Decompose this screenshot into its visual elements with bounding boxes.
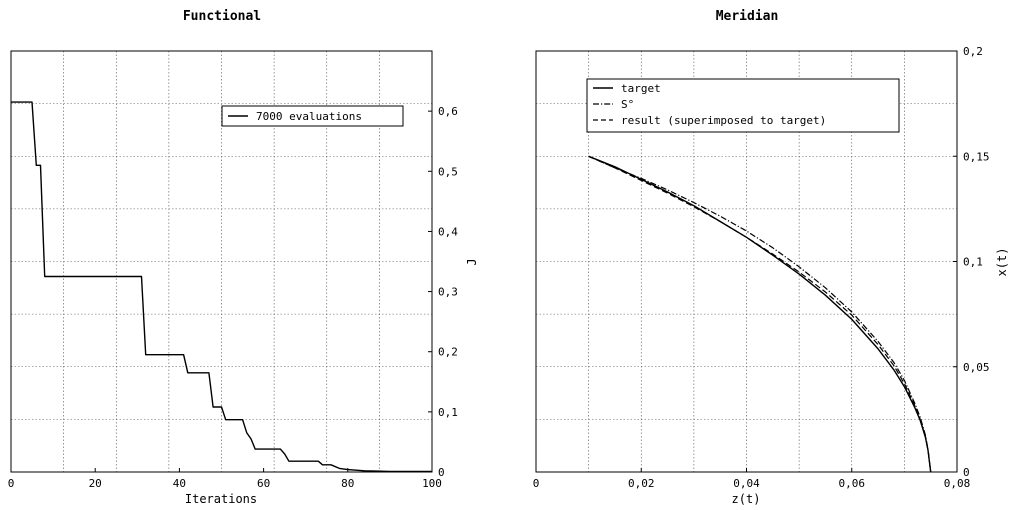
functional-series-layer <box>11 101 432 473</box>
meridian-ytick-label: 0,15 <box>963 150 990 163</box>
functional-ytick-label: 0,2 <box>438 346 458 359</box>
functional-ylabel: J <box>465 258 479 265</box>
functional-legend-box <box>221 105 404 127</box>
meridian-series-line-3 <box>588 155 932 473</box>
functional-plot-frame <box>10 50 433 473</box>
meridian-legend: target S° result (superimposed to target… <box>586 78 900 133</box>
functional-xtick-label: 60 <box>257 477 270 490</box>
meridian-xtick-label: 0,06 <box>839 477 866 490</box>
meridian-series-layer <box>588 155 932 473</box>
meridian-legend-box <box>586 78 900 133</box>
meridian-ytick-label: 0 <box>963 466 970 479</box>
functional-ytick-label: 0,3 <box>438 286 458 299</box>
functional-xlabel: Iterations <box>185 492 257 506</box>
meridian-chart: Meridian 0 0,02 0,04 0,06 0,0800,050,10,150,… <box>533 9 1009 506</box>
functional-ytick-label: 0,6 <box>438 105 458 118</box>
meridian-xtick-label: 0,04 <box>733 477 760 490</box>
functional-ytick-label: 0,4 <box>438 225 458 238</box>
meridian-ytick-label: 0,2 <box>963 45 983 58</box>
meridian-legend-label-target: target <box>621 82 661 95</box>
functional-ytick-label: 0 <box>438 466 445 479</box>
functional-legend: 7000 evaluations <box>221 105 404 127</box>
meridian-ylabel: x(t) <box>995 248 1009 277</box>
functional-title: Functional <box>183 9 261 24</box>
functional-xtick-label: 40 <box>173 477 186 490</box>
meridian-xlabel: z(t) <box>732 492 761 506</box>
functional-ytick-label: 0,1 <box>438 406 458 419</box>
meridian-ytick-label: 0,1 <box>963 256 983 269</box>
functional-legend-label: 7000 evaluations <box>256 110 362 123</box>
meridian-xtick-label: 0,02 <box>628 477 655 490</box>
functional-chart: Functional 0 20 40 60 80 10000,10,20,30,40,50… <box>8 9 479 506</box>
meridian-series-line-2 <box>588 155 932 473</box>
functional-series-line-1 <box>11 101 432 473</box>
meridian-xtick-label: 0,08 <box>944 477 971 490</box>
functional-ytick-label: 0,5 <box>438 165 458 178</box>
meridian-grid <box>536 51 957 472</box>
meridian-ytick-label: 0,05 <box>963 361 990 374</box>
functional-xtick-label: 80 <box>341 477 354 490</box>
meridian-legend-label-s0: S° <box>621 98 634 111</box>
meridian-xtick-label: 0 <box>533 477 540 490</box>
functional-xtick-label: 0 <box>8 477 15 490</box>
meridian-legend-label-result: result (superimposed to target) <box>621 114 826 127</box>
functional-xtick-label: 20 <box>89 477 102 490</box>
meridian-title: Meridian <box>716 9 779 24</box>
functional-xtick-label: 100 <box>422 477 442 490</box>
